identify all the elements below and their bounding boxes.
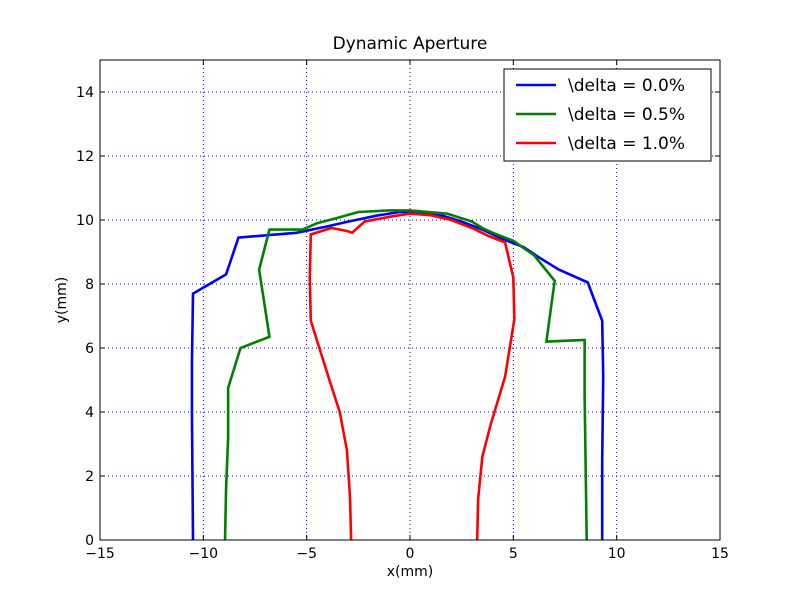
series-line-1 (223, 209, 588, 541)
x-tick-label: 0 (406, 546, 415, 562)
y-tick-label: 8 (85, 277, 94, 293)
legend: \delta = 0.0% \delta = 0.5% \delta = 1.0% (503, 68, 712, 162)
series-line-0 (190, 210, 605, 541)
x-tick-label: −10 (189, 546, 219, 562)
plot-frame (99, 59, 721, 541)
y-tick-label: 14 (76, 85, 94, 101)
x-axis-label: x(mm) (387, 564, 433, 580)
series-line-2 (308, 212, 516, 541)
y-tick-label: 12 (76, 149, 94, 165)
x-tick-label: −15 (85, 546, 115, 562)
y-tick-label: 0 (85, 533, 94, 549)
y-tick-label: 10 (76, 213, 94, 229)
chart-title: Dynamic Aperture (333, 34, 488, 54)
y-tick-label: 4 (85, 405, 94, 421)
y-tick-label: 2 (85, 469, 94, 485)
x-tick-label: 15 (711, 546, 729, 562)
legend-label: \delta = 0.0% (568, 76, 685, 96)
series-group (190, 209, 605, 541)
legend-label: \delta = 0.5% (568, 105, 685, 125)
x-tick-label: 10 (608, 546, 626, 562)
tick-labels: −15 −10 −5 0 5 10 15 0 2 4 6 8 10 12 14 (76, 85, 729, 562)
x-tick-label: −5 (296, 546, 317, 562)
x-tick-label: 5 (509, 546, 518, 562)
y-tick-label: 6 (85, 341, 94, 357)
legend-label: \delta = 1.0% (568, 134, 685, 154)
y-axis-label: y(mm) (54, 277, 70, 323)
